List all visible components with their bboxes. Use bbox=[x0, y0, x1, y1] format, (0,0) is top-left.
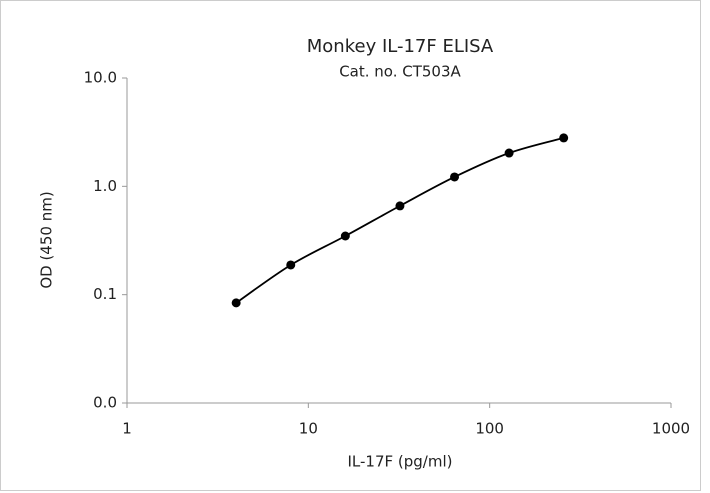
data-point bbox=[559, 133, 569, 143]
data-point bbox=[286, 260, 296, 270]
x-tick-label: 10 bbox=[299, 420, 318, 438]
y-axis-label: OD (450 nm) bbox=[38, 191, 56, 288]
chart-subtitle: Cat. no. CT503A bbox=[339, 63, 461, 81]
series-line bbox=[235, 137, 564, 304]
x-tick-label: 1000 bbox=[652, 420, 690, 438]
y-tick-label: 0.1 bbox=[93, 285, 117, 303]
y-tick-label: 0.0 bbox=[93, 394, 117, 412]
data-point bbox=[395, 201, 405, 211]
x-axis-label: IL-17F (pg/ml) bbox=[348, 453, 453, 471]
x-tick-label: 1 bbox=[122, 420, 132, 438]
y-tick-label: 1.0 bbox=[93, 177, 117, 195]
x-tick-label: 100 bbox=[475, 420, 504, 438]
chart-title: Monkey IL-17F ELISA bbox=[307, 36, 494, 57]
data-point bbox=[450, 172, 460, 182]
data-point bbox=[504, 148, 514, 158]
data-point bbox=[231, 298, 241, 308]
data-point bbox=[340, 231, 350, 241]
y-tick-label: 10.0 bbox=[84, 69, 117, 87]
